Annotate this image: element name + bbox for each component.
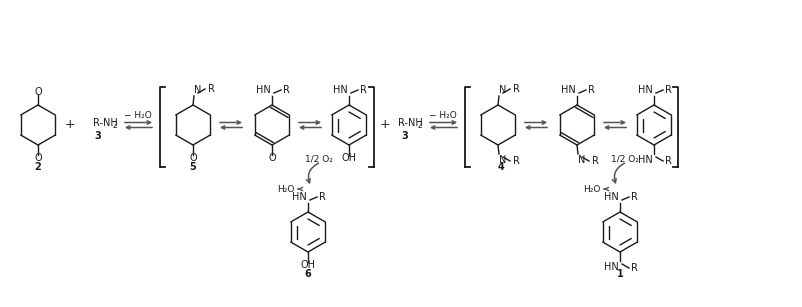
- Text: +: +: [379, 119, 390, 131]
- Text: 2: 2: [418, 122, 422, 130]
- Text: HN: HN: [638, 155, 652, 165]
- Text: R: R: [664, 85, 671, 95]
- FancyArrowPatch shape: [306, 163, 318, 183]
- Text: N: N: [498, 85, 506, 95]
- Text: N: N: [577, 155, 585, 165]
- Text: − H₂O: − H₂O: [428, 111, 456, 121]
- Text: HN: HN: [292, 192, 306, 202]
- Text: R-NH: R-NH: [93, 118, 118, 128]
- Text: 2: 2: [113, 122, 118, 130]
- Text: H₂O: H₂O: [277, 185, 294, 193]
- Text: O: O: [268, 153, 275, 163]
- Text: HN: HN: [256, 85, 270, 95]
- Text: N: N: [194, 85, 201, 95]
- Text: 1: 1: [616, 269, 622, 279]
- Text: HN: HN: [603, 192, 618, 202]
- Text: HN: HN: [333, 85, 347, 95]
- Text: 3: 3: [95, 131, 101, 141]
- Text: OH: OH: [300, 260, 315, 270]
- Text: HN: HN: [561, 85, 575, 95]
- Text: H₂O: H₂O: [583, 185, 600, 193]
- Text: R: R: [318, 192, 326, 202]
- Text: R: R: [587, 85, 594, 95]
- Text: R: R: [630, 192, 637, 202]
- Text: R: R: [512, 84, 519, 94]
- Text: 6: 6: [304, 269, 311, 279]
- Text: R: R: [630, 263, 637, 273]
- Text: R: R: [664, 156, 671, 166]
- Text: O: O: [34, 87, 42, 97]
- Text: R-NH: R-NH: [398, 118, 422, 128]
- FancyArrowPatch shape: [612, 163, 624, 183]
- Text: − H₂O: − H₂O: [124, 111, 152, 121]
- Text: R: R: [282, 85, 290, 95]
- Text: O: O: [189, 153, 196, 163]
- Text: R: R: [591, 156, 598, 166]
- Text: HN: HN: [638, 85, 652, 95]
- Text: N: N: [498, 155, 506, 165]
- Text: +: +: [65, 119, 75, 131]
- Text: 1/2 O₂: 1/2 O₂: [610, 154, 638, 164]
- Text: 5: 5: [189, 162, 196, 172]
- Text: OH: OH: [341, 153, 356, 163]
- Text: O: O: [34, 153, 42, 163]
- Text: R: R: [359, 85, 367, 95]
- Text: R: R: [208, 84, 215, 94]
- Text: 4: 4: [497, 162, 504, 172]
- Text: 3: 3: [401, 131, 408, 141]
- Text: 1/2 O₂: 1/2 O₂: [305, 154, 333, 164]
- Text: 2: 2: [34, 162, 42, 172]
- Text: R: R: [512, 156, 519, 166]
- Text: HN: HN: [603, 262, 618, 272]
